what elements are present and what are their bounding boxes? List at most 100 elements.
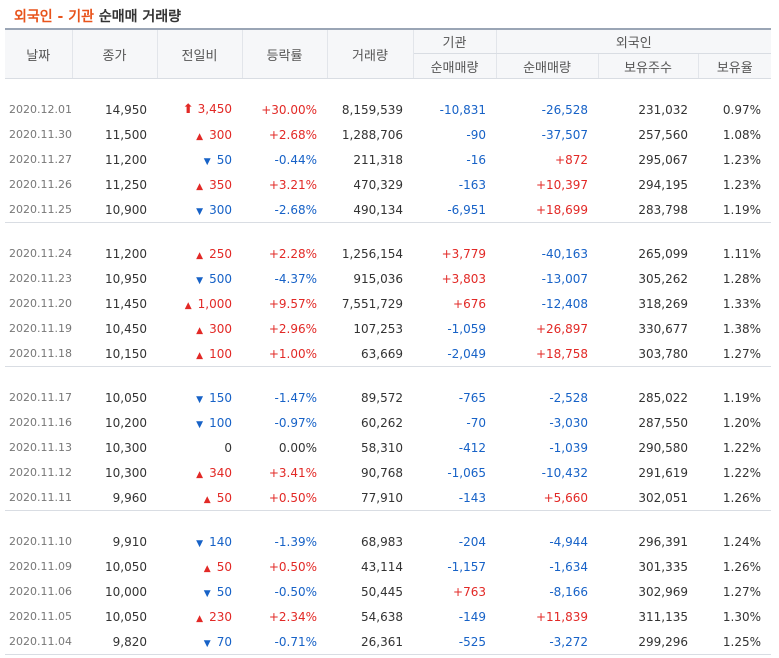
cell-change: ▼ 500 (157, 266, 242, 291)
cell-change: 0 (157, 435, 242, 460)
cell-foreign-net: -26,528 (541, 102, 588, 117)
cell-holdings: 318,269 (638, 296, 688, 311)
cell-close: 10,950 (105, 271, 147, 286)
table-row: 2020.11.04 9,820 ▼ 70 -0.71% 26,361 -525 -3,272… (5, 629, 772, 655)
cell-volume: 490,134 (327, 197, 413, 223)
cell-holdings: 265,099 (638, 246, 688, 261)
cell-close: 10,300 (105, 465, 147, 480)
cell-date: 2020.11.30 (9, 128, 72, 141)
up-triangle-icon: ▲ (196, 131, 204, 142)
cell-ratio: 1.22% (722, 440, 762, 455)
table-row: 2020.11.26 11,250 ▲ 350 +3.21% 470,329 -163 +10… (5, 172, 771, 197)
cell-inst-net: -16 (466, 152, 486, 167)
cell-close: 10,050 (105, 559, 147, 574)
cell-inst-net: -90 (466, 127, 486, 142)
cell-foreign-net: -2,528 (549, 390, 588, 405)
cell-date: 2020.11.10 (9, 535, 72, 548)
table-row: 2020.11.24 11,200 ▲ 250 +2.28% 1,256,154 +3,77… (5, 241, 771, 266)
cell-change: ▲ 100 (157, 341, 242, 367)
header-rate: 등락률 (242, 29, 328, 79)
cell-foreign-net: -3,272 (496, 629, 598, 655)
table-row: 2020.11.19 10,450 ▲ 300 +2.96% 107,253 -1,059 +… (5, 316, 771, 341)
cell-inst-net: -2,049 (413, 341, 496, 367)
table-body: 2020.12.01 14,950 ⬆ 3,450 +30.00% 8,159,539 -1… (5, 79, 772, 655)
cell-ratio: 1.27% (722, 584, 762, 599)
cell-close: 11,200 (105, 152, 147, 167)
cell-holdings: 305,262 (638, 271, 688, 286)
cell-ratio: 1.33% (722, 296, 762, 311)
cell-holdings: 301,335 (638, 559, 688, 574)
row-spacer (5, 79, 771, 98)
cell-ratio: 1.22% (722, 465, 762, 480)
cell-close: 10,000 (105, 584, 147, 599)
change-value: 50 (216, 559, 232, 574)
cell-foreign-net: -13,007 (541, 271, 588, 286)
cell-foreign-net: +872 (555, 152, 588, 167)
up-triangle-icon: ▲ (196, 250, 204, 261)
cell-change: ▲ 50 (157, 554, 242, 579)
cell-foreign-net: -10,432 (541, 465, 588, 480)
header-date: 날짜 (5, 29, 73, 79)
table-row: 2020.11.06 10,000 ▼ 50 -0.50% 50,445 +763 -8,16… (5, 579, 771, 604)
down-triangle-icon: ▼ (196, 419, 204, 430)
cell-rate: 0.00% (278, 440, 317, 455)
change-value: 50 (216, 490, 232, 505)
title-separator: - (52, 9, 69, 25)
cell-ratio: 1.26% (722, 559, 762, 574)
cell-holdings: 294,195 (638, 177, 688, 192)
cell-close: 11,450 (105, 296, 147, 311)
table-row: 2020.11.10 9,910 ▼ 140 -1.39% 68,983 -204 -4,94… (5, 529, 771, 554)
cell-rate: +3.41% (268, 465, 317, 480)
cell-inst-net: -6,951 (413, 197, 496, 223)
header-change: 전일비 (157, 29, 243, 79)
cell-foreign-net: +26,897 (535, 321, 588, 336)
change-value: 100 (209, 415, 232, 430)
cell-date: 2020.11.27 (9, 153, 72, 166)
upper-limit-arrow-icon: ⬆ (182, 102, 194, 117)
change-value: 300 (209, 202, 232, 217)
change-value: 50 (216, 152, 232, 167)
cell-close: 9,820 (72, 629, 157, 655)
cell-change: ▼ 50 (157, 579, 242, 604)
cell-rate: -0.44% (274, 152, 317, 167)
cell-inst-net: -10,831 (439, 102, 486, 117)
cell-foreign-net: -1,634 (549, 559, 588, 574)
cell-foreign-net: -4,944 (549, 534, 588, 549)
up-triangle-icon: ▲ (184, 300, 192, 311)
cell-date: 2020.11.23 (9, 272, 72, 285)
change-value: 150 (209, 390, 232, 405)
cell-holdings: 296,391 (638, 534, 688, 549)
up-triangle-icon: ▲ (196, 325, 204, 336)
table-row: 2020.11.27 11,200 ▼ 50 -0.44% 211,318 -16 +872 2… (5, 147, 771, 172)
cell-volume: 107,253 (353, 321, 403, 336)
cell-inst-net: -1,065 (447, 465, 486, 480)
cell-ratio: 1.38% (722, 321, 762, 336)
cell-inst-net: -143 (413, 485, 496, 511)
cell-rate: -4.37% (274, 271, 317, 286)
table-row: 2020.11.16 10,200 ▼ 100 -0.97% 60,262 -70 -3,03… (5, 410, 771, 435)
cell-date: 2020.11.26 (9, 178, 72, 191)
header-foreigner: 외국인 (496, 29, 772, 54)
table-row: 2020.11.30 11,500 ▲ 300 +2.68% 1,288,706 -90 -3… (5, 122, 771, 147)
cell-ratio: 1.23% (722, 152, 762, 167)
page-title: 외국인 - 기관 순매매 거래량 (14, 6, 181, 26)
cell-rate: +2.28% (268, 246, 317, 261)
cell-change: ▼ 150 (157, 385, 242, 410)
cell-date: 2020.11.18 (5, 341, 72, 367)
cell-holdings: 311,135 (638, 609, 688, 624)
cell-rate: +3.21% (268, 177, 317, 192)
row-spacer (5, 223, 771, 242)
cell-change: ▼ 70 (157, 629, 242, 655)
cell-inst-net: -70 (466, 415, 486, 430)
change-value: 250 (209, 246, 232, 261)
up-triangle-icon: ▲ (196, 469, 204, 480)
cell-rate: +30.00% (261, 102, 317, 117)
table-row: 2020.11.18 10,150 ▲ 100 +1.00% 63,669 -2,049 +1… (5, 341, 772, 367)
cell-volume: 63,669 (327, 341, 413, 367)
cell-inst-net: -1,157 (447, 559, 486, 574)
header-for-net: 순매매량 (496, 53, 599, 79)
cell-holdings: 302,969 (638, 584, 688, 599)
cell-ratio: 1.27% (698, 341, 772, 367)
cell-ratio: 1.19% (722, 390, 762, 405)
cell-volume: 90,768 (361, 465, 403, 480)
